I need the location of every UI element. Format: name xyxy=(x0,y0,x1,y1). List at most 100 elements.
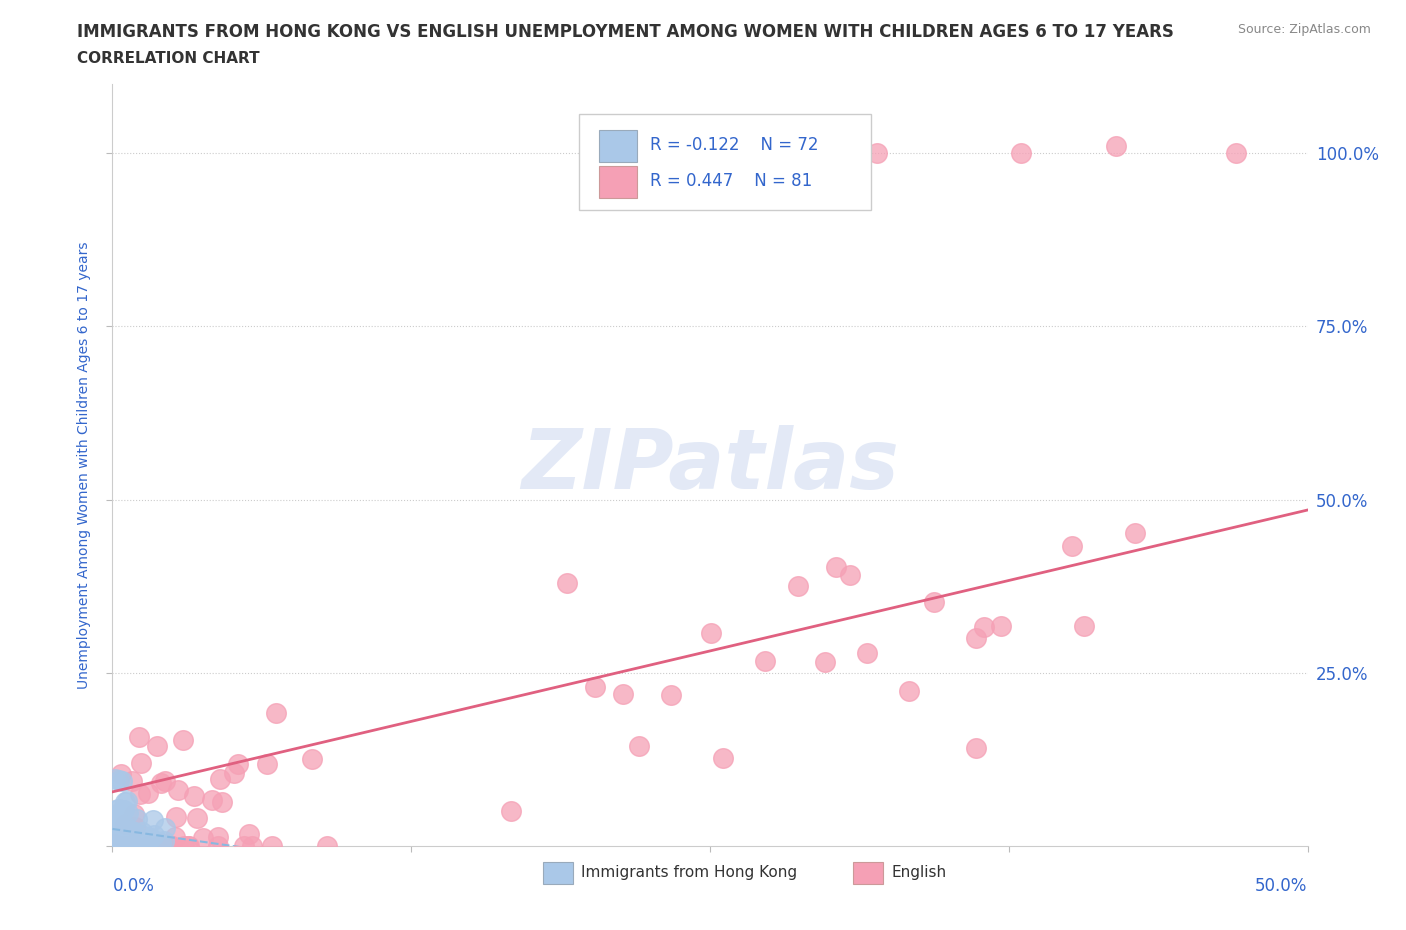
Point xyxy=(201,792,224,807)
Point xyxy=(122,825,145,840)
Point xyxy=(222,765,245,780)
Point xyxy=(172,732,194,747)
Point xyxy=(114,838,136,853)
Text: R = -0.122    N = 72: R = -0.122 N = 72 xyxy=(651,136,818,153)
Point xyxy=(186,811,208,826)
Point xyxy=(770,146,793,161)
Point xyxy=(117,834,139,849)
Point xyxy=(104,823,127,838)
Point xyxy=(105,803,128,817)
Point xyxy=(124,838,146,853)
Text: Immigrants from Hong Kong: Immigrants from Hong Kong xyxy=(581,866,797,881)
Point xyxy=(104,838,127,853)
FancyBboxPatch shape xyxy=(853,861,883,884)
Point xyxy=(104,823,127,838)
Point xyxy=(101,824,124,839)
Point xyxy=(114,819,136,834)
Point xyxy=(1073,618,1095,633)
Point xyxy=(105,838,128,853)
Point xyxy=(112,802,135,817)
Point xyxy=(555,576,578,591)
Text: Source: ZipAtlas.com: Source: ZipAtlas.com xyxy=(1237,23,1371,36)
Point xyxy=(499,804,522,818)
FancyBboxPatch shape xyxy=(599,166,637,198)
Point xyxy=(117,794,139,809)
Point xyxy=(193,830,215,845)
Point xyxy=(612,686,634,701)
Point xyxy=(166,783,188,798)
Point xyxy=(1010,146,1032,161)
Point xyxy=(922,594,945,609)
Point xyxy=(110,836,132,851)
Point xyxy=(128,838,150,853)
Point xyxy=(117,838,139,853)
Point xyxy=(138,831,160,846)
Point xyxy=(856,646,879,661)
Point xyxy=(103,816,125,830)
Y-axis label: Unemployment Among Women with Children Ages 6 to 17 years: Unemployment Among Women with Children A… xyxy=(77,241,91,689)
Point xyxy=(103,839,125,854)
Point xyxy=(160,838,183,853)
Point xyxy=(226,757,249,772)
Point xyxy=(122,838,145,853)
Point xyxy=(839,568,862,583)
Point xyxy=(115,838,138,853)
Point xyxy=(101,821,124,836)
Point xyxy=(583,680,606,695)
Point xyxy=(103,831,125,846)
Point xyxy=(143,828,166,843)
Point xyxy=(965,740,987,755)
Point xyxy=(129,828,152,843)
Point xyxy=(104,837,127,852)
Point xyxy=(153,821,176,836)
Point xyxy=(627,738,650,753)
Point xyxy=(127,812,149,827)
Point xyxy=(256,756,278,771)
Point xyxy=(141,813,163,828)
Point xyxy=(1123,525,1146,540)
Point xyxy=(179,838,201,853)
Point xyxy=(129,755,152,770)
Point xyxy=(1060,538,1083,553)
Point xyxy=(165,810,187,825)
Point xyxy=(107,838,129,853)
Point xyxy=(107,802,129,817)
Point xyxy=(966,631,988,645)
Point xyxy=(824,560,846,575)
Point xyxy=(124,838,146,853)
Point xyxy=(108,824,131,839)
Point xyxy=(754,654,776,669)
Point xyxy=(114,838,136,853)
Point xyxy=(148,838,170,853)
Point xyxy=(110,831,132,846)
Text: R = 0.447    N = 81: R = 0.447 N = 81 xyxy=(651,172,813,191)
Point xyxy=(101,825,124,840)
Point xyxy=(104,772,127,787)
Point xyxy=(152,836,174,851)
Point xyxy=(135,838,157,853)
Point xyxy=(177,838,200,853)
Point xyxy=(128,729,150,744)
Point xyxy=(105,814,128,829)
Point xyxy=(160,838,183,853)
Point xyxy=(129,836,152,851)
Point xyxy=(117,805,139,820)
Point xyxy=(129,786,152,801)
Point xyxy=(120,824,142,839)
Point xyxy=(125,830,148,844)
Point xyxy=(110,837,132,852)
Point xyxy=(104,815,127,830)
Point xyxy=(207,838,229,853)
Point xyxy=(111,829,134,844)
Text: ZIPatlas: ZIPatlas xyxy=(522,424,898,506)
Point xyxy=(107,773,129,788)
Point xyxy=(108,837,131,852)
Point xyxy=(240,838,263,853)
Point xyxy=(108,826,131,841)
Point xyxy=(316,838,339,853)
Point xyxy=(141,830,163,845)
Point xyxy=(173,838,195,853)
Text: 0.0%: 0.0% xyxy=(112,877,155,895)
Point xyxy=(117,832,139,847)
Point xyxy=(1105,139,1128,153)
